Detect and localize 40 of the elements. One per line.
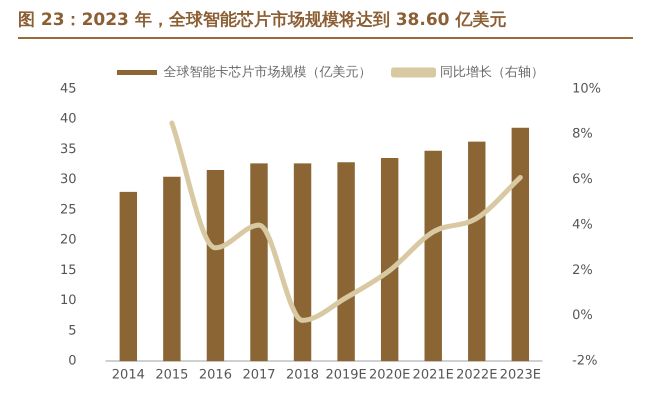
x-tick-label: 2015 [155, 367, 188, 382]
legend-label: 同比增长（右轴） [440, 64, 544, 80]
bar [250, 163, 268, 362]
bar [163, 176, 181, 362]
legend-label: 全球智能卡芯片市场规模（亿美元） [164, 64, 372, 80]
chart-title: 图 23：2023 年，全球智能芯片市场规模将达到 38.60 亿美元 [18, 8, 633, 39]
bar [120, 192, 138, 362]
x-tick-label: 2014 [112, 367, 145, 382]
y2-tick-label: 8% [572, 126, 593, 142]
x-tick-label: 2017 [242, 367, 276, 382]
y-tick-label: 20 [60, 232, 77, 248]
x-tick-label: 2019E [325, 367, 367, 382]
y2-tick-label: 6% [572, 172, 593, 188]
y2-tick-label: 10% [572, 81, 602, 96]
y-tick-label: 10 [60, 293, 77, 308]
y-tick-label: 5 [68, 323, 77, 338]
y-tick-label: 40 [60, 112, 77, 127]
y2-tick-label: 4% [572, 217, 593, 232]
bar [468, 142, 486, 362]
x-tick-label: 2023E [500, 367, 541, 382]
x-tick-label: 2021E [412, 367, 454, 382]
x-tick-label: 2018 [286, 367, 320, 382]
bar [512, 128, 530, 362]
y-tick-label: 15 [60, 262, 77, 278]
y-tick-label: 25 [60, 202, 77, 218]
x-tick-label: 2022E [456, 367, 498, 382]
y-tick-label: 0 [68, 354, 77, 369]
bar [294, 163, 312, 362]
bar [206, 170, 224, 362]
y2-tick-label: -2% [572, 354, 598, 369]
bar [337, 162, 355, 362]
y-tick-label: 30 [60, 172, 77, 188]
x-tick-label: 2020E [369, 367, 410, 382]
y2-tick-label: 0% [572, 308, 593, 324]
y-tick-label: 45 [60, 81, 77, 96]
y2-tick-label: 2% [572, 262, 593, 278]
y-tick-label: 35 [60, 142, 77, 157]
x-tick-label: 2016 [198, 367, 232, 382]
bar [424, 150, 442, 362]
bar [380, 158, 398, 362]
